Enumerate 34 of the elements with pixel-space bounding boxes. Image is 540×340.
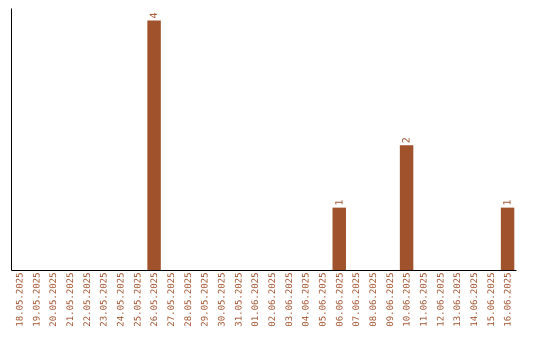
x-tick-label: 22.05.2025	[82, 272, 93, 327]
x-tick-label: 30.05.2025	[217, 272, 228, 327]
data-label: 1	[502, 200, 514, 206]
x-tick-label: 11.06.2025	[419, 272, 430, 327]
x-tick-label: 25.05.2025	[133, 272, 144, 327]
x-tick-label: 10.06.2025	[402, 272, 413, 327]
x-tick-label: 24.05.2025	[116, 272, 126, 327]
x-tick-label: 05.06.2025	[318, 272, 328, 327]
x-tick-label: 27.05.2025	[166, 272, 177, 327]
x-tick-label: 16.06.2025	[504, 272, 514, 327]
x-tick-label: 20.05.2025	[49, 272, 60, 327]
data-label: 2	[402, 137, 413, 144]
data-label: 1	[334, 200, 346, 206]
x-tick-label: 03.06.2025	[284, 272, 295, 327]
x-tick-label: 09.06.2025	[386, 272, 396, 327]
x-tick-label: 21.05.2025	[66, 272, 76, 327]
x-tick-label: 02.06.2025	[268, 272, 278, 327]
x-tick-label: 18.05.2025	[15, 272, 26, 327]
x-tick-label: 04.06.2025	[302, 272, 312, 327]
x-tick-label: 19.05.2025	[32, 272, 42, 327]
x-tick-label: 06.06.2025	[335, 272, 346, 327]
x-tick-label: 15.06.2025	[486, 272, 497, 327]
x-tick-label: 01.06.2025	[251, 272, 262, 327]
x-tick-label: 07.06.2025	[352, 272, 362, 327]
x-tick-label: 23.05.2025	[100, 272, 110, 327]
data-label: 4	[149, 12, 160, 18]
x-tick-label: 28.05.2025	[184, 272, 194, 327]
x-tick-label: 12.06.2025	[436, 272, 446, 327]
x-tick-label: 26.05.2025	[150, 272, 160, 327]
x-tick-label: 29.05.2025	[200, 272, 211, 327]
x-tick-label: 13.06.2025	[453, 272, 464, 327]
x-tick-label: 08.06.2025	[368, 272, 379, 327]
x-tick-label: 14.06.2025	[470, 272, 480, 327]
x-tick-label: 31.05.2025	[234, 272, 244, 327]
